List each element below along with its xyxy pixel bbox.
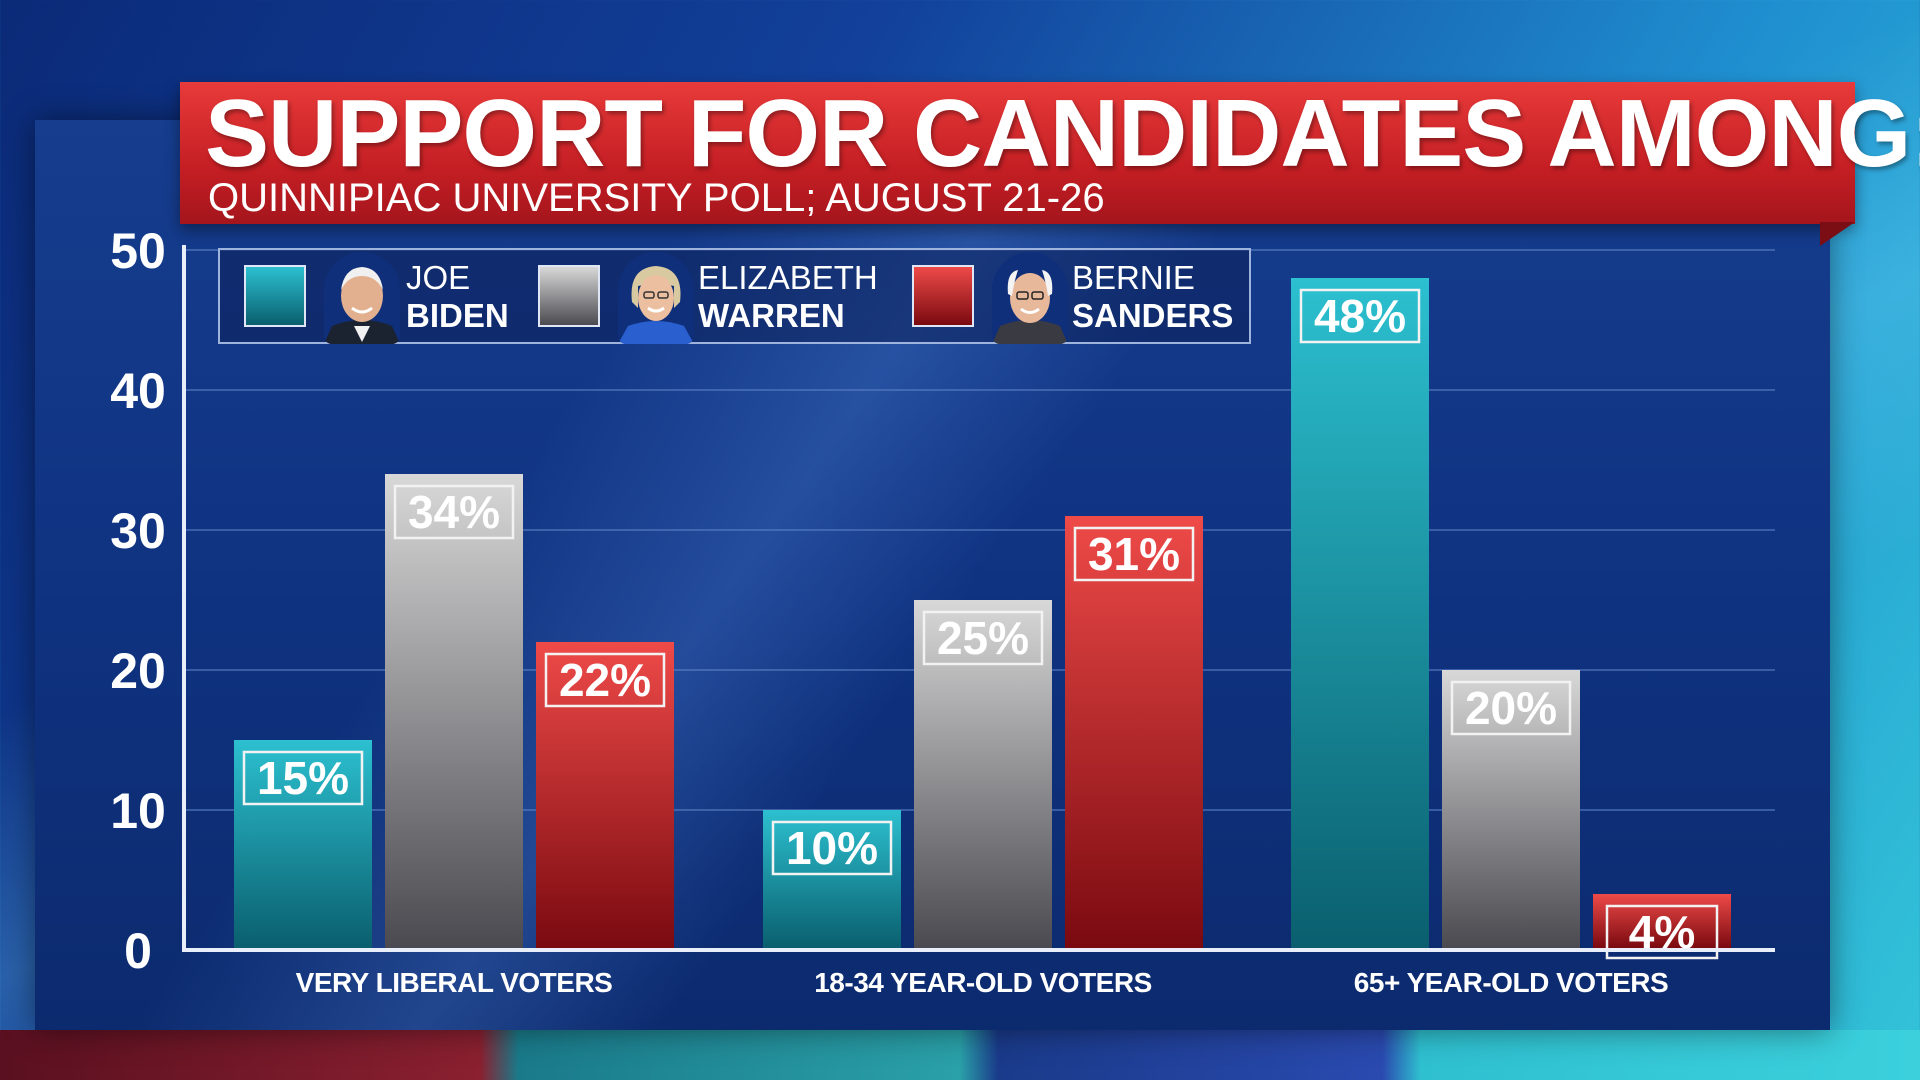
data-label-box bbox=[1073, 526, 1195, 582]
data-label-box bbox=[1299, 288, 1421, 344]
biden-photo-icon bbox=[324, 252, 400, 344]
data-label-box bbox=[922, 610, 1044, 666]
data-label: 31% bbox=[1088, 528, 1180, 580]
data-label: 22% bbox=[559, 654, 651, 706]
data-label: 48% bbox=[1314, 290, 1406, 342]
bar-biden bbox=[763, 810, 901, 948]
y-tick-label: 20 bbox=[110, 643, 166, 699]
data-label-box bbox=[544, 652, 666, 708]
bar-sanders bbox=[1065, 516, 1203, 948]
y-tick-label: 40 bbox=[110, 363, 166, 419]
y-tick-label: 10 bbox=[110, 783, 166, 839]
data-label: 10% bbox=[786, 822, 878, 874]
bar-sanders bbox=[1593, 894, 1731, 948]
legend-first-warren: ELIZABETH bbox=[698, 259, 878, 296]
legend-first-sanders: BERNIE bbox=[1072, 259, 1195, 296]
bar-sanders bbox=[536, 642, 674, 948]
bar-warren bbox=[385, 474, 523, 948]
bottom-decor-band bbox=[0, 1030, 1920, 1080]
data-label: 20% bbox=[1465, 682, 1557, 734]
legend-label-biden: JOE BIDEN bbox=[406, 259, 509, 335]
legend-first-biden: JOE bbox=[406, 259, 471, 296]
chart-subtitle: QUINNIPIAC UNIVERSITY POLL; AUGUST 21-26 bbox=[208, 176, 1105, 220]
legend-last-biden: BIDEN bbox=[406, 297, 509, 334]
legend-swatch-warren bbox=[538, 265, 600, 327]
y-tick-label: 50 bbox=[110, 223, 166, 279]
legend-last-sanders: SANDERS bbox=[1072, 297, 1234, 334]
y-tick-label: 0 bbox=[124, 923, 152, 979]
data-label: 34% bbox=[408, 486, 500, 538]
x-category-label: 65+ YEAR-OLD VOTERS bbox=[1354, 967, 1668, 998]
data-label-box bbox=[1605, 904, 1719, 960]
data-label-box bbox=[242, 750, 364, 806]
data-label-box bbox=[1450, 680, 1572, 736]
bar-biden bbox=[1291, 278, 1429, 948]
chart-title: SUPPORT FOR CANDIDATES AMONG: bbox=[205, 80, 1920, 187]
y-tick-label: 30 bbox=[110, 503, 166, 559]
x-category-label: VERY LIBERAL VOTERS bbox=[296, 967, 613, 998]
legend-label-warren: ELIZABETH WARREN bbox=[698, 259, 878, 335]
data-label-box bbox=[393, 484, 515, 540]
bar-warren bbox=[1442, 670, 1580, 948]
warren-photo-icon bbox=[618, 252, 694, 344]
title-banner-fold bbox=[1820, 222, 1855, 246]
legend: JOE BIDEN ELIZABETH WARREN BERNIE bbox=[218, 248, 1251, 344]
data-label: 25% bbox=[937, 612, 1029, 664]
data-label: 15% bbox=[257, 752, 349, 804]
bar-warren bbox=[914, 600, 1052, 948]
legend-label-sanders: BERNIE SANDERS bbox=[1072, 259, 1233, 335]
title-banner bbox=[180, 82, 1855, 224]
bar-biden bbox=[234, 740, 372, 948]
data-label-box bbox=[771, 820, 893, 876]
x-category-label: 18-34 YEAR-OLD VOTERS bbox=[814, 967, 1152, 998]
legend-swatch-biden bbox=[244, 265, 306, 327]
legend-last-warren: WARREN bbox=[698, 297, 845, 334]
sanders-photo-icon bbox=[992, 252, 1068, 344]
legend-swatch-sanders bbox=[912, 265, 974, 327]
